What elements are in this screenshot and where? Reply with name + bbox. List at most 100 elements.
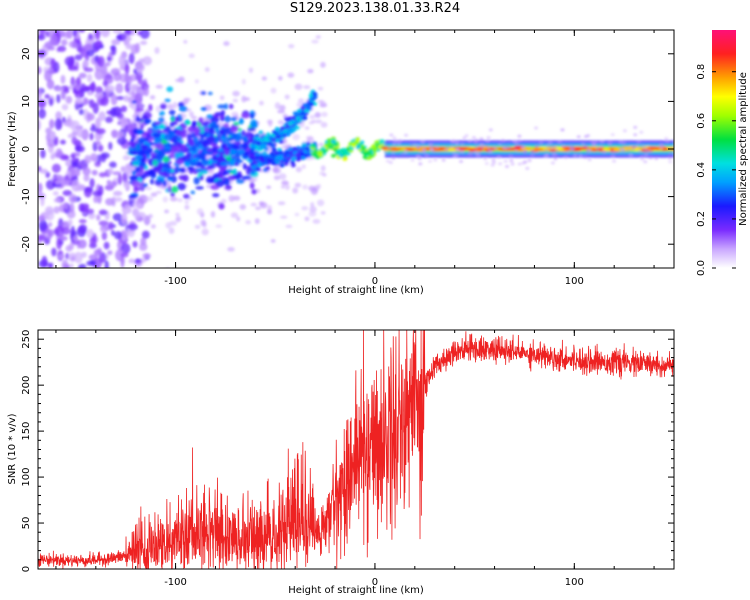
- spectrogram-cell: [131, 134, 137, 139]
- spectrogram-cell: [467, 152, 472, 156]
- spectrogram-cell: [382, 141, 387, 145]
- spectrogram-cell: [642, 146, 647, 150]
- spectrogram-cell: [451, 151, 456, 155]
- spectrogram-cell: [78, 72, 87, 79]
- spectrogram-cell: [249, 182, 255, 190]
- spectrogram-cell: [525, 166, 530, 170]
- spectrogram-cell: [60, 139, 66, 145]
- spectrogram-cell: [241, 129, 246, 137]
- spectrogram-cell: [285, 224, 293, 228]
- spectrogram-cell: [194, 141, 202, 146]
- spectrogram-cell: [146, 132, 152, 139]
- spectrogram-cell: [453, 154, 458, 158]
- spectrogram-cell: [311, 144, 317, 149]
- spectrogram-cell: [54, 179, 62, 185]
- spectrogram-cell: [120, 166, 126, 173]
- spectrogram-cell: [122, 171, 128, 183]
- spectrogram-cell: [220, 198, 227, 204]
- spectrogram-cell: [84, 154, 92, 164]
- spectrogram-cell: [162, 156, 170, 163]
- spectrogram-cell: [455, 147, 460, 151]
- spectrogram-cell: [277, 119, 284, 125]
- spectrogram-cell: [131, 170, 137, 176]
- spectrogram-cell: [644, 153, 649, 157]
- spectrogram-cell: [138, 162, 145, 168]
- spectrogram-cell: [322, 173, 327, 177]
- spectrogram-cell: [250, 119, 258, 127]
- spectrogram-cell: [98, 252, 107, 264]
- spectrogram-cell: [175, 128, 183, 137]
- spectrogram-cell: [233, 121, 240, 126]
- spectrogram-cell: [574, 147, 582, 150]
- spectrogram-cell: [243, 175, 252, 180]
- spectrogram-cell: [259, 158, 265, 163]
- spectrogram-cell: [361, 146, 367, 151]
- spectrogram-cell: [585, 150, 590, 154]
- spectrogram-cell: [183, 97, 190, 104]
- spectrogram-cell: [285, 153, 291, 158]
- colorbar-tick-label: 0.4: [696, 162, 707, 178]
- y-tick-label: 150: [21, 422, 32, 441]
- spectrogram-cell: [152, 132, 162, 138]
- spectrogram-cell: [38, 234, 46, 242]
- spectrogram-cell: [351, 143, 357, 148]
- spectrogram-cell: [159, 123, 166, 130]
- spectrogram-cell: [220, 161, 229, 167]
- spectrogram-cell: [184, 204, 190, 210]
- spectrogram-cell: [78, 219, 87, 224]
- spectrogram-cell: [133, 68, 138, 75]
- spectrogram-cell: [71, 136, 78, 145]
- spectrogram-cell: [232, 133, 237, 138]
- spectrogram-cell: [104, 62, 111, 67]
- spectrogram-cell: [648, 156, 653, 160]
- spectrogram-cell: [38, 219, 48, 232]
- spectrogram-cell: [59, 235, 68, 241]
- spectrogram-cell: [301, 116, 307, 121]
- spectrogram-cell: [228, 195, 235, 202]
- spectrogram-cell: [478, 143, 483, 147]
- spectrogram-cell: [141, 144, 149, 150]
- spectrogram-cell: [232, 168, 238, 175]
- spectrogram-cell: [137, 111, 143, 118]
- spectrogram-cell: [122, 154, 130, 161]
- y-tick-label: 20: [21, 47, 32, 60]
- spectrogram-cell: [236, 216, 241, 222]
- spectrogram-cell: [566, 150, 571, 154]
- spectrogram-cell: [342, 156, 348, 161]
- spectrogram-cell: [198, 152, 207, 159]
- spectrogram-cell: [67, 65, 78, 71]
- spectrogram-cell: [191, 115, 198, 120]
- spectrogram-cell: [195, 186, 204, 190]
- spectrogram-cell: [554, 148, 559, 152]
- spectrogram-cell: [155, 190, 162, 194]
- x-tick-label: 0: [372, 276, 378, 287]
- spectrogram-cell: [131, 100, 137, 104]
- spectrogram-cell: [491, 158, 496, 162]
- spectrogram-cell: [204, 67, 210, 72]
- spectrogram-cell: [56, 237, 62, 250]
- spectrogram-cell: [283, 161, 289, 166]
- spectrogram-cell: [90, 153, 98, 162]
- spectrogram-cell: [96, 214, 101, 221]
- spectrogram-cell: [488, 150, 493, 154]
- spectrogram-cell: [77, 239, 87, 249]
- spectrogram-cell: [128, 223, 138, 231]
- spectrogram-cell: [126, 165, 134, 171]
- spectrogram-cell: [65, 95, 73, 104]
- spectrogram-cell: [471, 136, 476, 140]
- spectrogram-cell: [60, 74, 66, 84]
- spectrogram-cell: [155, 142, 164, 150]
- spectrogram-cell: [164, 209, 170, 214]
- spectrogram-cell: [622, 129, 627, 133]
- spectrogram-cell: [316, 183, 322, 189]
- spectrogram-cell: [284, 94, 290, 100]
- spectrogram-cell: [576, 135, 581, 139]
- spectrogram-cell: [38, 119, 41, 131]
- spectrogram-cell: [227, 137, 234, 142]
- spectrogram-cell: [53, 206, 60, 214]
- spectrogram-cell: [491, 146, 496, 150]
- spectrogram-cell: [132, 240, 138, 248]
- spectrogram-cell: [256, 167, 262, 172]
- spectrogram-cell: [219, 129, 225, 135]
- spectrogram-cell: [110, 46, 117, 56]
